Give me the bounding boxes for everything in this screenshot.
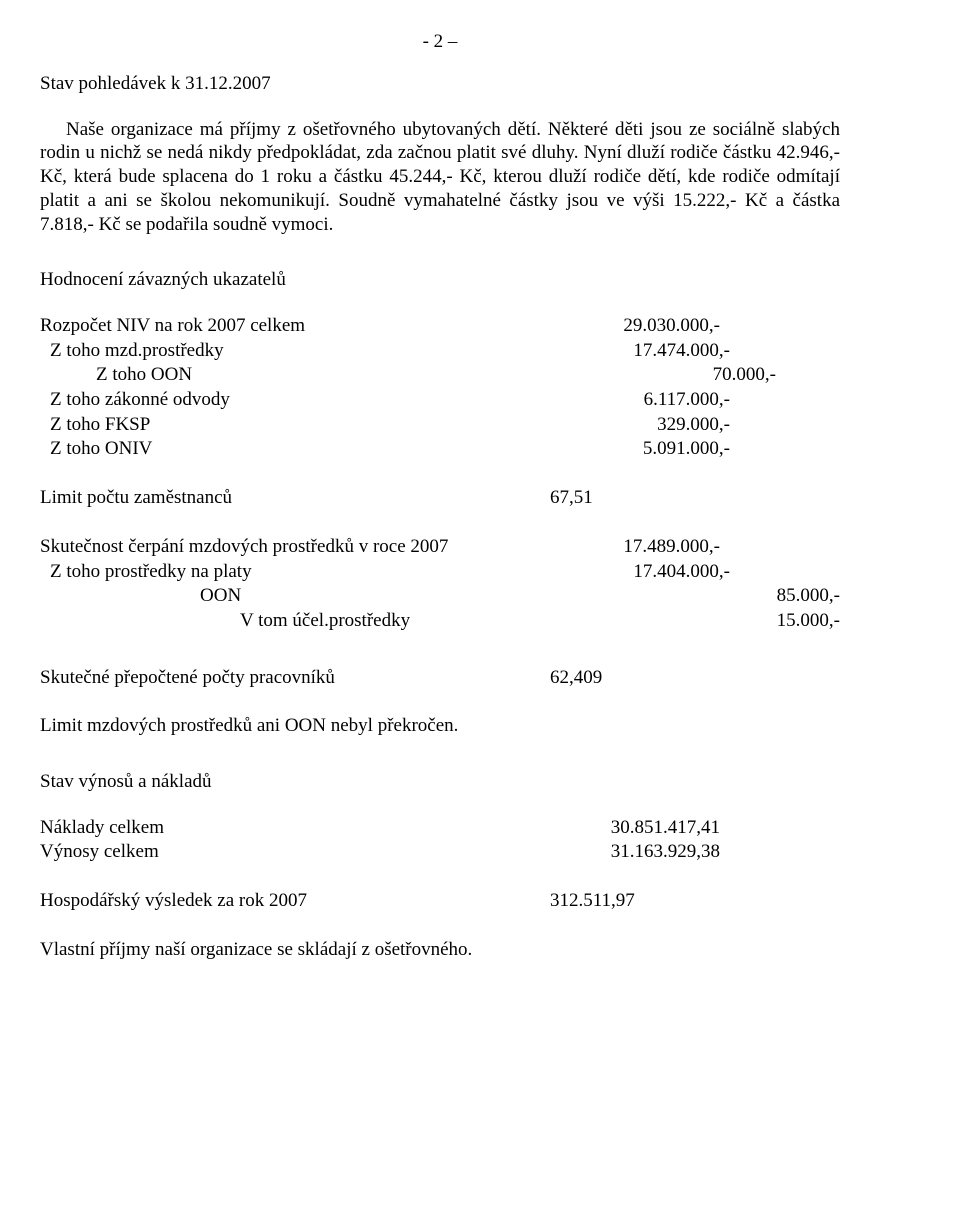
row-label: Skutečnost čerpání mzdových prostředků v… [40, 535, 550, 560]
table-row: Skutečnost čerpání mzdových prostředků v… [40, 535, 840, 560]
row-label: Z toho ONIV [40, 437, 560, 462]
table-row: Z toho zákonné odvody6.117.000,- [40, 388, 840, 413]
table-row: Náklady celkem30.851.417,41 [40, 816, 840, 841]
table-row: Z toho prostředky na platy17.404.000,- [40, 560, 840, 585]
section-heading-indicators: Hodnocení závazných ukazatelů [40, 268, 840, 292]
row-label: Rozpočet NIV na rok 2007 celkem [40, 314, 550, 339]
costs-revenues-table: Náklady celkem30.851.417,41Výnosy celkem… [40, 816, 840, 865]
row-value: 85.000,- [680, 584, 840, 609]
final-paragraph: Vlastní příjmy naší organizace se skláda… [40, 938, 840, 962]
row-label: Skutečné přepočtené počty pracovníků [40, 666, 550, 691]
limit-statement: Limit mzdových prostředků ani OON nebyl … [40, 714, 840, 738]
paragraph-receivables: Naše organizace má příjmy z ošetřovného … [40, 118, 840, 237]
document-page: - 2 – Stav pohledávek k 31.12.2007 Naše … [0, 0, 880, 1024]
table-row: OON85.000,- [40, 584, 840, 609]
row-label: Z toho prostředky na platy [40, 560, 560, 585]
row-label: Z toho OON [40, 363, 606, 388]
row-value: 31.163.929,38 [550, 840, 720, 865]
table-row: Z toho mzd.prostředky17.474.000,- [40, 339, 840, 364]
table-row: Z toho ONIV5.091.000,- [40, 437, 840, 462]
row-value: 5.091.000,- [560, 437, 730, 462]
row-label: Z toho mzd.prostředky [40, 339, 560, 364]
section-heading-receivables: Stav pohledávek k 31.12.2007 [40, 72, 840, 96]
row-value: 62,409 [550, 666, 602, 691]
row-value: 17.474.000,- [560, 339, 730, 364]
table-row: Výnosy celkem31.163.929,38 [40, 840, 840, 865]
row-value: 329.000,- [560, 413, 730, 438]
row-value: 67,51 [550, 486, 593, 511]
row-label: Z toho FKSP [40, 413, 560, 438]
row-value: 312.511,97 [550, 889, 635, 914]
section-heading-results: Stav výnosů a nákladů [40, 770, 840, 794]
table-row: Z toho OON70.000,- [40, 363, 840, 388]
row-value: 29.030.000,- [550, 314, 720, 339]
row-label: Výnosy celkem [40, 840, 550, 865]
row-label: Limit počtu zaměstnanců [40, 486, 550, 511]
row-value: 17.489.000,- [550, 535, 720, 560]
row-label: Hospodářský výsledek za rok 2007 [40, 889, 550, 914]
actual-spending-table: Skutečnost čerpání mzdových prostředků v… [40, 535, 840, 634]
budget-table: Rozpočet NIV na rok 2007 celkem29.030.00… [40, 314, 840, 462]
recalculated-row: Skutečné přepočtené počty pracovníků 62,… [40, 666, 840, 691]
row-value: 17.404.000,- [560, 560, 730, 585]
row-value: 30.851.417,41 [550, 816, 720, 841]
table-row: V tom účel.prostředky15.000,- [40, 609, 840, 634]
row-value: 70.000,- [606, 363, 776, 388]
row-value: 15.000,- [690, 609, 840, 634]
profit-row: Hospodářský výsledek za rok 2007 312.511… [40, 889, 840, 914]
row-label: OON [40, 584, 680, 609]
row-label: Náklady celkem [40, 816, 550, 841]
row-label: V tom účel.prostředky [40, 609, 690, 634]
employee-limit-row: Limit počtu zaměstnanců 67,51 [40, 486, 840, 511]
table-row: Rozpočet NIV na rok 2007 celkem29.030.00… [40, 314, 840, 339]
row-value: 6.117.000,- [560, 388, 730, 413]
table-row: Z toho FKSP329.000,- [40, 413, 840, 438]
page-number: - 2 – [40, 30, 840, 54]
row-label: Z toho zákonné odvody [40, 388, 560, 413]
